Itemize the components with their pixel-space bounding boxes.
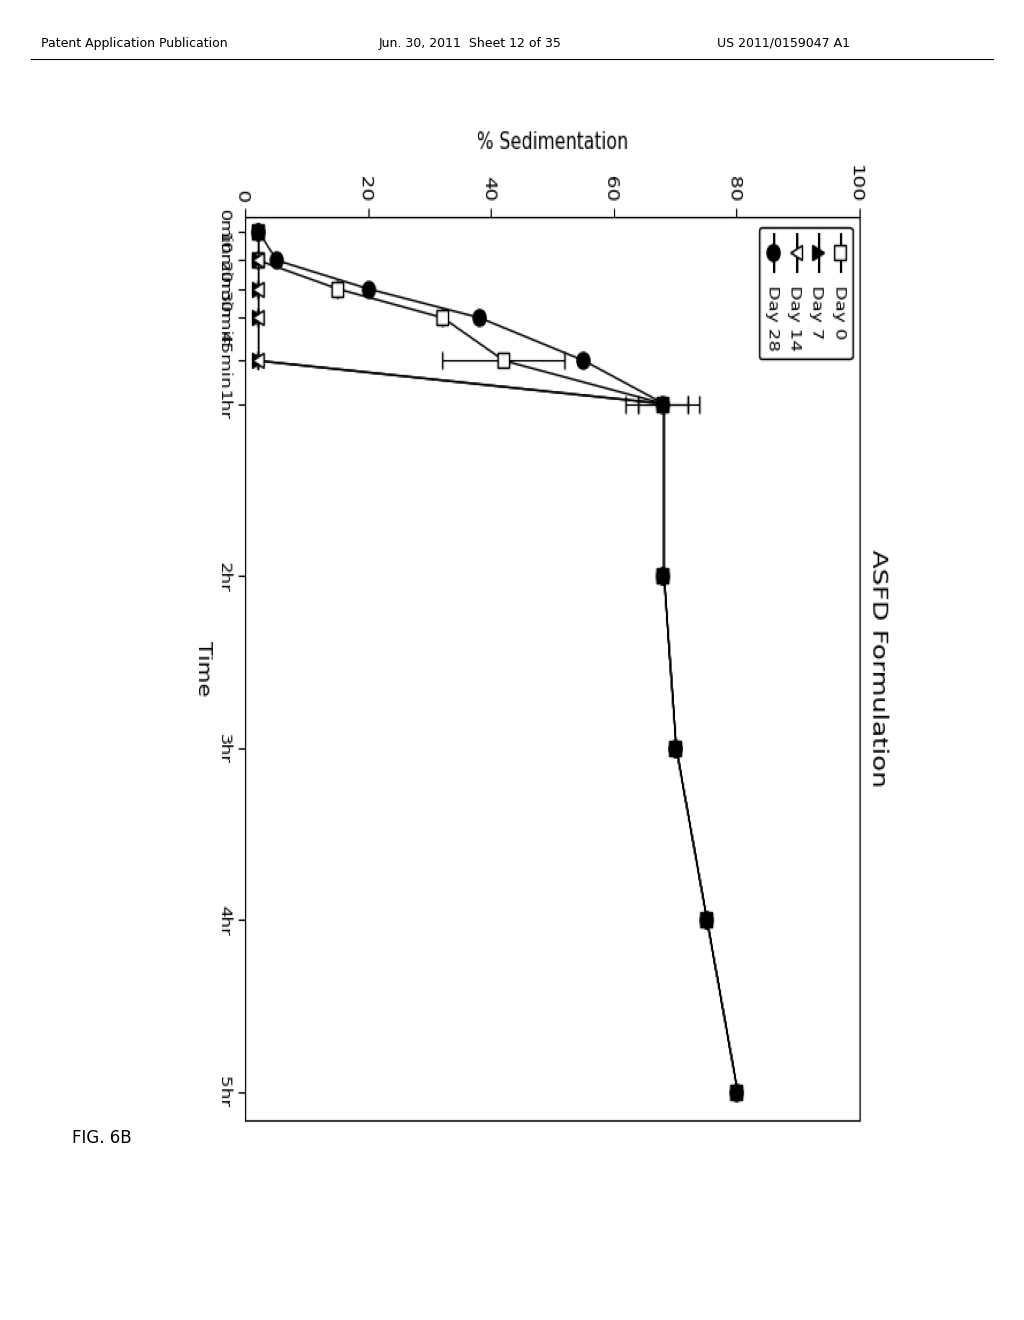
Text: Jun. 30, 2011  Sheet 12 of 35: Jun. 30, 2011 Sheet 12 of 35: [379, 37, 562, 50]
Text: FIG. 6B: FIG. 6B: [72, 1129, 131, 1147]
Text: US 2011/0159047 A1: US 2011/0159047 A1: [717, 37, 850, 50]
Text: Patent Application Publication: Patent Application Publication: [41, 37, 227, 50]
